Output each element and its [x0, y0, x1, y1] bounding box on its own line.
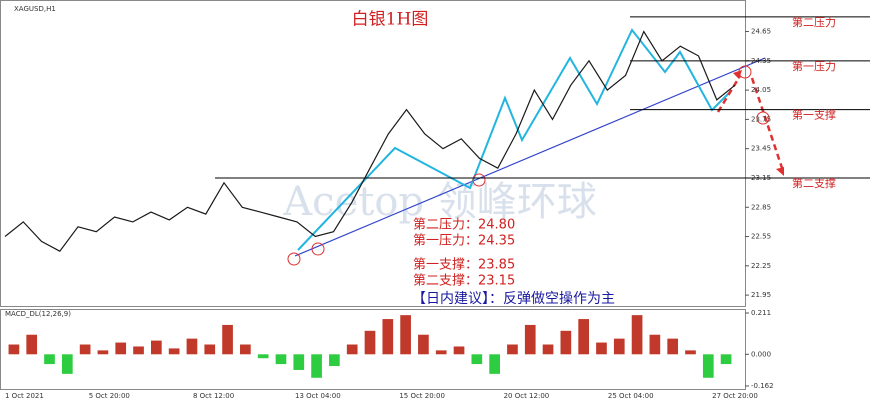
- marker-circle: [287, 252, 301, 266]
- y-tick-label: 0.211: [751, 309, 771, 317]
- y-tick-label: 21.95: [751, 291, 771, 299]
- macd-bar: [44, 354, 55, 365]
- macd-bar: [685, 350, 696, 355]
- trend-line: [294, 57, 766, 257]
- y-tick-label: 22.55: [751, 233, 771, 241]
- level-text: 第一压力：24.35: [413, 234, 515, 249]
- macd-bar: [8, 344, 20, 355]
- x-tick-label: 13 Oct 04:00: [295, 392, 341, 400]
- macd-bar: [364, 330, 376, 355]
- watermark: Acetop 领峰环球: [282, 179, 596, 225]
- macd-bar: [257, 354, 269, 359]
- macd-bar: [453, 346, 465, 355]
- macd-bar: [186, 338, 198, 355]
- macd-bar: [329, 354, 340, 367]
- macd-frame: [0, 309, 746, 390]
- x-tick-label: 1 Oct 2021: [5, 392, 44, 400]
- macd-bar: [507, 344, 518, 355]
- macd-bar: [435, 350, 447, 355]
- y-tick-label: 23.75: [751, 115, 771, 123]
- macd-bar: [240, 344, 251, 355]
- x-tick-label: 15 Oct 20:00: [399, 392, 445, 400]
- y-tick-label: 22.85: [751, 203, 771, 211]
- forecast-arrow: [716, 75, 784, 169]
- price-frame: [0, 0, 746, 307]
- macd-bar: [649, 334, 661, 355]
- level-name: 第二压力: [792, 15, 836, 29]
- macd-bar: [133, 346, 144, 355]
- level-name: 第二支撑: [792, 176, 836, 190]
- symbol-label: XAGUSD,H1: [14, 5, 56, 13]
- macd-bar: [151, 340, 162, 355]
- level-text: 第二压力：24.80: [413, 218, 515, 233]
- macd-bar: [168, 348, 180, 355]
- marker-circle: [472, 173, 486, 187]
- macd-bar: [311, 354, 322, 378]
- y-tick-label: 23.45: [751, 145, 771, 153]
- y-tick-label: 24.65: [751, 28, 771, 36]
- macd-bar: [115, 342, 127, 355]
- macd-bar: [720, 354, 732, 365]
- x-tick-label: 27 Oct 20:00: [712, 392, 758, 400]
- macd-bar: [61, 354, 73, 374]
- wave-line: [297, 28, 731, 251]
- level-text: 第一支撑：23.85: [413, 258, 515, 273]
- level-name: 第一压力: [792, 59, 836, 73]
- macd-bar: [418, 334, 429, 355]
- macd-bar: [293, 354, 305, 370]
- macd-bar: [596, 342, 607, 355]
- macd-bar: [471, 354, 483, 365]
- macd-bar: [560, 330, 572, 355]
- x-tick-label: 8 Oct 12:00: [193, 392, 234, 400]
- macd-bar: [702, 354, 714, 378]
- macd-bar: [400, 315, 411, 355]
- level-name: 第一支撑: [792, 108, 836, 122]
- y-tick-label: 24.05: [751, 86, 771, 94]
- macd-bar: [613, 338, 625, 355]
- marker-circle: [311, 242, 325, 256]
- x-tick-label: 5 Oct 20:00: [89, 392, 130, 400]
- macd-bar: [542, 344, 554, 355]
- macd-bar: [382, 319, 394, 355]
- macd-bar: [222, 324, 233, 355]
- x-tick-label: 25 Oct 04:00: [608, 392, 654, 400]
- macd-label: MACD_DL(12,26,9): [5, 310, 71, 318]
- price-line: [4, 30, 736, 252]
- y-tick-label: -0.162: [751, 382, 774, 390]
- macd-bar: [346, 344, 358, 355]
- macd-bar: [524, 324, 536, 355]
- macd-bar: [275, 354, 287, 365]
- macd-bar: [489, 354, 500, 374]
- y-tick-label: 22.25: [751, 262, 771, 270]
- x-tick-label: 20 Oct 12:00: [504, 392, 550, 400]
- macd-bar: [97, 350, 109, 355]
- level-text: 第二支撑：23.15: [413, 274, 515, 289]
- macd-bar: [79, 344, 91, 355]
- macd-bar: [26, 334, 38, 355]
- y-tick-label: 0.000: [751, 350, 771, 358]
- macd-bar: [667, 338, 679, 355]
- advice: 【日内建议】：反弹做空操作为主: [412, 291, 615, 307]
- chart-title: 白银1H图: [352, 10, 429, 30]
- macd-bar: [204, 344, 216, 355]
- macd-bar: [578, 319, 589, 355]
- macd-bar: [631, 315, 643, 355]
